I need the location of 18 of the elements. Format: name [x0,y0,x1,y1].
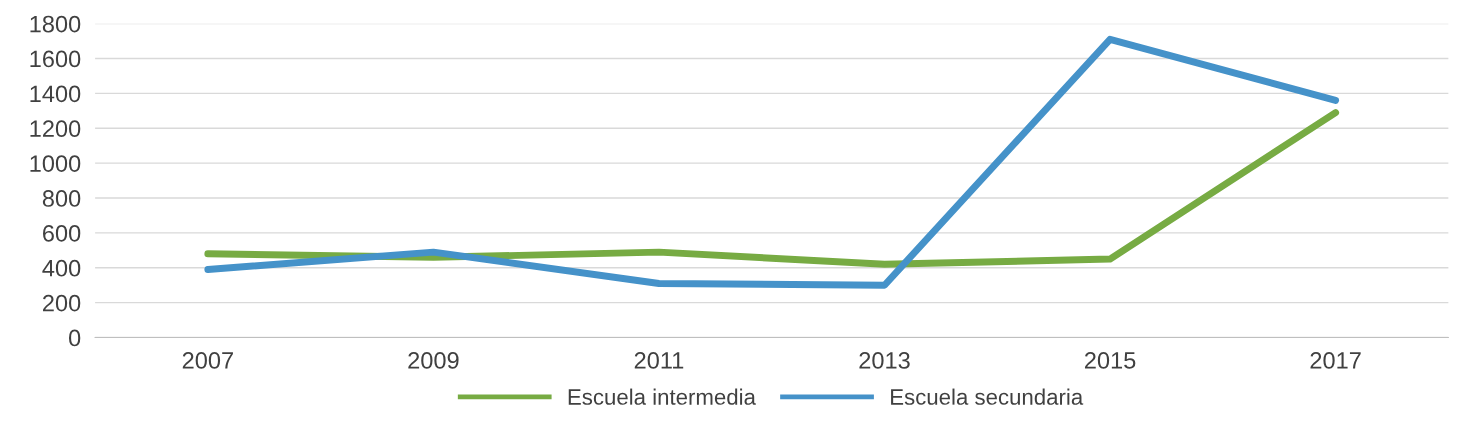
y-tick-label: 0 [69,329,81,347]
x-tick-label: 2013 [859,352,910,369]
y-tick-label: 1200 [30,120,81,138]
x-tick-label: 2015 [1084,352,1136,369]
y-tick-label: 800 [42,190,81,207]
y-tick-label: 200 [43,294,81,312]
legend-label: Escuela secundaria [891,388,1084,405]
x-tick-label: 2009 [408,352,459,369]
y-tick-label: 400 [42,259,81,277]
y-tick-label: 1400 [30,85,81,103]
y-tick-label: 1000 [30,155,81,172]
x-tick-label: 2017 [1310,352,1361,369]
x-tick-label: 2007 [182,352,233,369]
y-tick-label: 1600 [30,50,81,68]
x-tick-label: 2011 [634,352,684,369]
legend-label: Escuela intermedia [568,388,756,405]
y-tick-label: 600 [43,224,81,242]
y-tick-label: 1800 [30,15,81,33]
